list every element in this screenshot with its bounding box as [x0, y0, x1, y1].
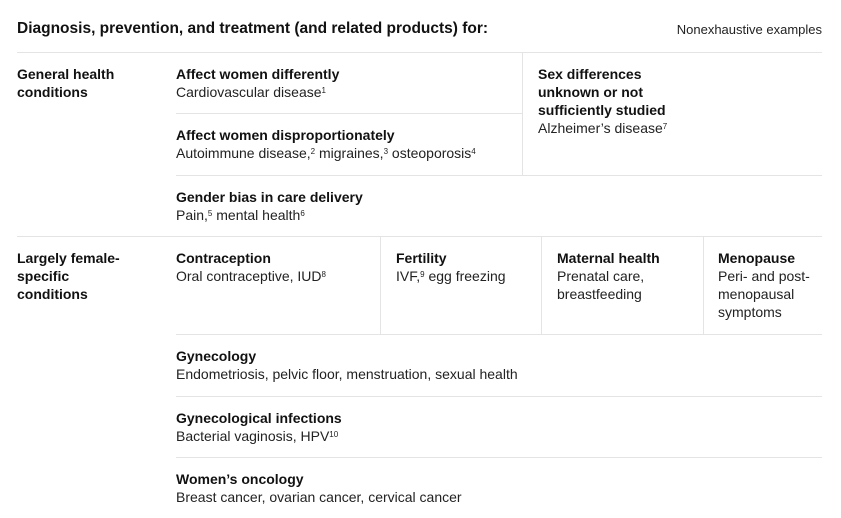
footnote: 4	[471, 147, 476, 156]
footnote: 7	[662, 122, 668, 131]
footnote: 9	[420, 270, 425, 279]
divider	[17, 236, 822, 237]
cell-contraception: Contraception Oral contraceptive, IUD8	[176, 249, 326, 285]
heading: Affect women differently	[176, 66, 340, 82]
footnote: 8	[321, 270, 326, 279]
text: Breast cancer, ovarian cancer, cervical …	[176, 489, 462, 505]
row-label-female: Largely female-specific conditions	[17, 250, 120, 302]
divider	[380, 236, 381, 334]
divider	[176, 396, 822, 397]
text: Prenatal care, breastfeeding	[557, 268, 645, 302]
heading: Maternal health	[557, 250, 660, 266]
heading: Contraception	[176, 250, 271, 266]
cell-maternal: Maternal health Prenatal care, breastfee…	[557, 249, 677, 303]
text: Endometriosis, pelvic floor, menstruatio…	[176, 366, 518, 382]
text: Oral contraceptive, IUD	[176, 268, 322, 284]
footnote: 3	[383, 147, 389, 156]
text: mental health	[212, 207, 301, 223]
footnote: 2	[310, 147, 316, 156]
text: Autoimmune disease,	[176, 145, 311, 161]
footnote: 10	[329, 430, 339, 439]
cell-menopause: Menopause Peri- and post-menopausal symp…	[718, 249, 826, 321]
divider	[541, 236, 542, 334]
page-title: Diagnosis, prevention, and treatment (an…	[17, 20, 489, 37]
cell-infections: Gynecological infections Bacterial vagin…	[176, 409, 342, 445]
divider	[522, 52, 523, 175]
heading: Sex differences unknown or not sufficien…	[538, 66, 666, 118]
cell-oncology: Women’s oncology Breast cancer, ovarian …	[176, 470, 462, 506]
heading: Gynecological infections	[176, 410, 342, 426]
row-label-general: General health conditions	[17, 66, 115, 100]
heading: Menopause	[718, 250, 796, 266]
footnote: 6	[300, 209, 305, 218]
text: Cardiovascular disease	[176, 84, 322, 100]
divider	[17, 52, 822, 53]
text: Bacterial vaginosis, HPV	[176, 428, 330, 444]
heading: Affect women disproportionately	[176, 127, 395, 143]
text: Pain,	[176, 207, 208, 223]
text: osteoporosis	[388, 145, 472, 161]
heading: Gynecology	[176, 348, 257, 364]
cell-disproportionately: Affect women disproportionately Autoimmu…	[176, 126, 476, 162]
text: Alzheimer’s disease	[538, 120, 663, 136]
cell-differently: Affect women differently Cardiovascular …	[176, 65, 339, 101]
divider	[176, 457, 822, 458]
cell-gynecology: Gynecology Endometriosis, pelvic floor, …	[176, 347, 518, 383]
cell-bias: Gender bias in care delivery Pain,5 ment…	[176, 188, 363, 224]
heading: Women’s oncology	[176, 471, 304, 487]
note: Nonexhaustive examples	[676, 22, 822, 37]
text: IVF,	[396, 268, 421, 284]
divider	[176, 175, 822, 176]
divider	[703, 236, 704, 334]
text: Peri- and post-menopausal symptoms	[718, 268, 810, 320]
text: egg freezing	[424, 268, 506, 284]
text: migraines,	[315, 145, 384, 161]
footnote: 1	[321, 86, 326, 95]
cell-fertility: Fertility IVF,9 egg freezing	[396, 249, 506, 285]
heading: Fertility	[396, 250, 447, 266]
divider	[176, 113, 522, 114]
heading: Gender bias in care delivery	[176, 189, 363, 205]
divider	[176, 334, 822, 335]
cell-unknown: Sex differences unknown or not sufficien…	[538, 65, 698, 137]
footnote: 5	[207, 209, 213, 218]
